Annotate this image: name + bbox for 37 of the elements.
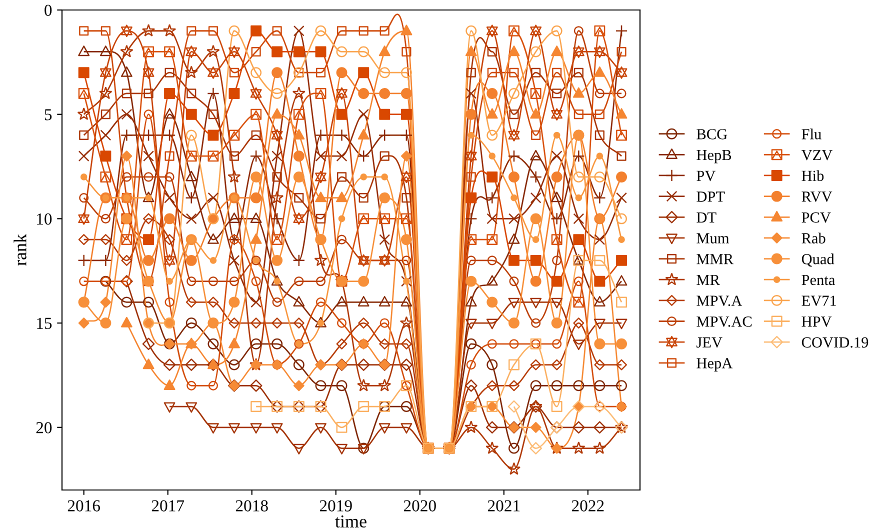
y-tick-label: 15 [37,318,52,329]
y-tick-label: 20 [36,422,52,434]
legend-label: HepB [696,150,732,164]
legend-label: PV [696,170,716,182]
legend-label: Rab [802,232,826,244]
legend-label: DT [696,212,716,223]
x-tick-label: 2022 [572,500,604,512]
legend-label: MR [696,274,720,285]
legend-label: Penta [802,274,836,286]
x-tick-label: 2020 [404,500,436,512]
legend-label: DPT [696,192,725,202]
legend-label: HepA [696,358,733,372]
legend-label: Mum [696,233,730,244]
legend-label: EV71 [802,296,836,306]
x-tick-label: 2018 [236,500,268,512]
x-tick-label: 2021 [488,500,520,512]
legend-label: BCG [696,129,728,140]
x-tick-label: 2019 [320,500,352,512]
legend-label: RVV [802,192,832,202]
legend-label: VZV [801,150,833,160]
x-axis-title: time [335,515,366,528]
legend-label: Hib [802,170,824,181]
legend-label: COVID.19 [802,337,868,348]
legend-label: Flu [802,128,822,140]
legend-label: Quad [802,254,834,267]
legend-label: JEV [696,337,722,348]
y-axis-title: rank [14,234,26,266]
y-tick-label: 5 [44,109,52,120]
legend-label: MPV.A [696,296,742,306]
y-tick-label: 10 [37,213,52,225]
y-tick-label: 0 [44,4,52,16]
legend-label: MMR [696,254,734,264]
legend-label: MPV.AC [696,316,752,327]
legend-label: HPV [802,316,832,327]
legend-label: PCV [802,212,831,223]
x-tick-label: 2017 [152,500,184,512]
x-tick-label: 2016 [68,500,100,512]
